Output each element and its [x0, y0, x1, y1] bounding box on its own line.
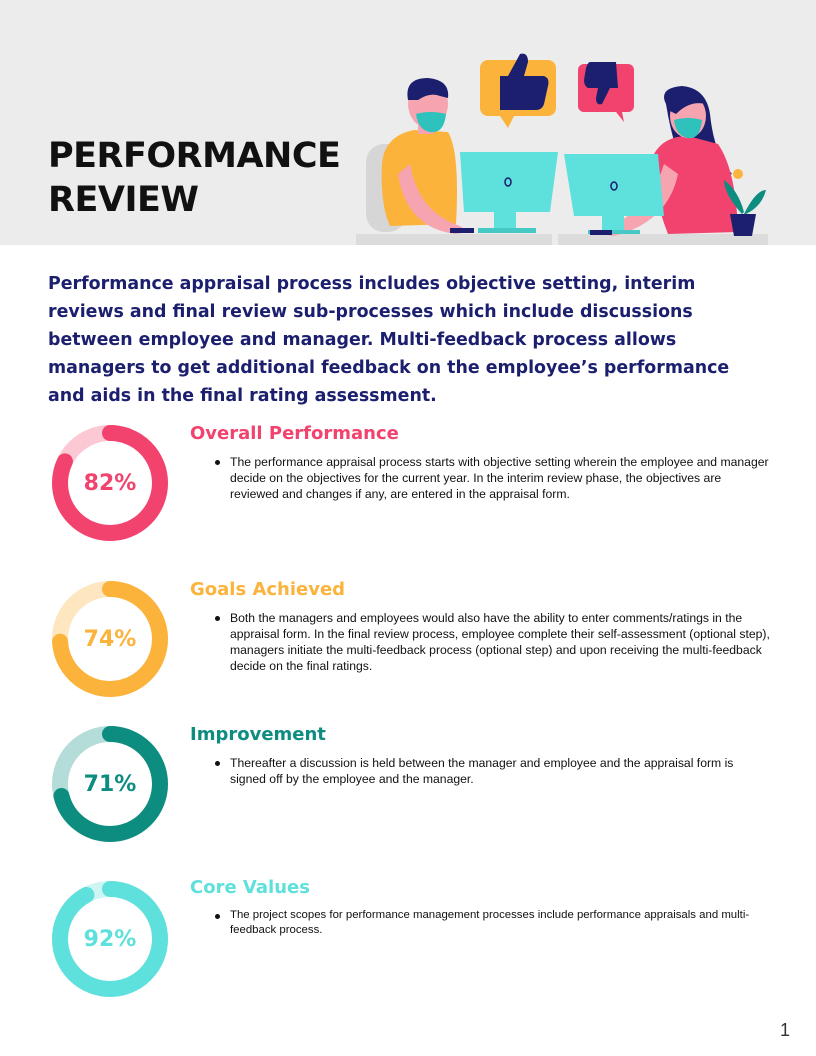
section-title: Goals Achieved — [190, 579, 346, 600]
section-overall-performance: 82% Overall Performance The performance … — [0, 418, 816, 548]
bullet-list: The project scopes for performance manag… — [215, 908, 770, 938]
office-workers-illustration — [356, 53, 768, 245]
list-item: The performance appraisal process starts… — [215, 455, 769, 501]
section-title: Improvement — [190, 724, 326, 745]
donut-chart: 82% — [45, 418, 175, 548]
plant-icon — [724, 169, 766, 236]
percent-label: 74% — [83, 626, 137, 652]
donut-chart: 71% — [45, 719, 175, 849]
bullet-list: Both the managers and employees would al… — [215, 610, 770, 674]
computer-monitor-icon — [460, 152, 558, 233]
page-title-line-2: REVIEW — [48, 180, 199, 220]
donut-chart: 74% — [45, 574, 175, 704]
donut-progress — [52, 581, 168, 697]
header-banner: PERFORMANCE REVIEW — [0, 0, 816, 245]
list-item: The project scopes for performance manag… — [215, 908, 770, 938]
page-title-line-1: PERFORMANCE — [48, 136, 341, 176]
section-improvement: 71% Improvement Thereafter a discussion … — [0, 719, 816, 849]
thumbs-down-icon — [578, 62, 634, 122]
percent-label: 71% — [83, 771, 137, 797]
section-goals-achieved: 74% Goals Achieved Both the managers and… — [0, 574, 816, 704]
section-core-values: 92% Core Values The project scopes for p… — [0, 874, 816, 1004]
page-title: PERFORMANCE REVIEW — [48, 134, 341, 222]
intro-paragraph: Performance appraisal process includes o… — [48, 274, 730, 406]
page-number: 1 — [779, 1020, 790, 1040]
bullet-list: Thereafter a discussion is held between … — [215, 755, 770, 787]
percent-label: 82% — [83, 470, 137, 496]
donut-progress — [52, 881, 168, 997]
thumbs-up-icon — [480, 53, 556, 128]
bullet-list: The performance appraisal process starts… — [215, 454, 770, 502]
donut-progress — [52, 425, 168, 541]
computer-monitor-icon — [564, 154, 664, 234]
section-title: Core Values — [190, 877, 310, 898]
donut-chart: 92% — [45, 874, 175, 1004]
percent-label: 92% — [83, 926, 137, 952]
list-item: Both the managers and employees would al… — [215, 611, 770, 673]
section-title: Overall Performance — [190, 423, 399, 444]
donut-progress — [52, 726, 168, 842]
list-item: Thereafter a discussion is held between … — [215, 755, 770, 787]
